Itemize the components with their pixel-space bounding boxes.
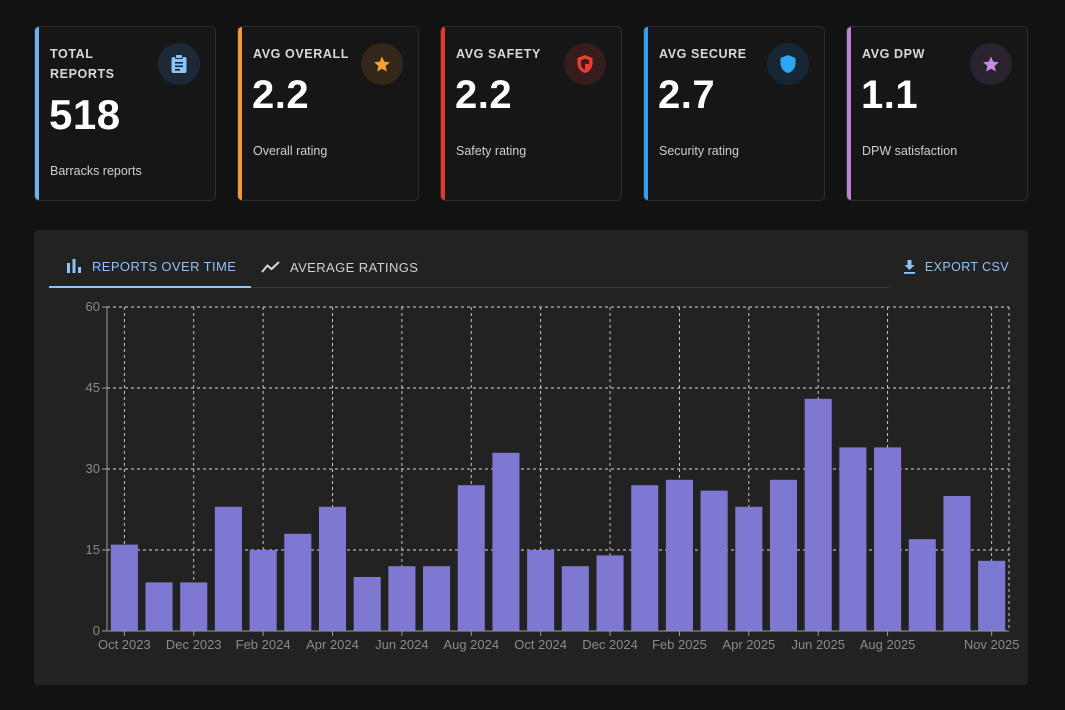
chart-tabs: REPORTS OVER TIME AVERAGE RATINGS xyxy=(49,246,889,288)
bar xyxy=(735,506,763,631)
bar xyxy=(457,485,485,631)
kpi-card-avg-overall: AVG OVERALL 2.2 Overall rating xyxy=(237,26,419,201)
card-accent xyxy=(441,27,445,200)
card-label: TOTAL REPORTS xyxy=(50,47,115,81)
card-subtitle: DPW satisfaction xyxy=(862,144,958,158)
bar xyxy=(318,506,347,631)
y-tick-label: 0 xyxy=(93,623,100,638)
y-tick-label: 60 xyxy=(86,299,100,314)
shield-half-icon xyxy=(564,43,606,85)
bar xyxy=(145,582,173,631)
bar xyxy=(180,582,208,631)
x-tick-label: Apr 2024 xyxy=(306,637,359,652)
bar xyxy=(665,479,693,631)
kpi-card-avg-secure: AVG SECURE 2.7 Security rating xyxy=(643,26,825,201)
bar xyxy=(631,485,659,631)
bar xyxy=(423,566,451,631)
card-subtitle: Barracks reports xyxy=(50,164,142,178)
x-tick-label: Dec 2023 xyxy=(166,637,222,652)
card-accent xyxy=(847,27,851,200)
x-tick-label: Aug 2024 xyxy=(443,637,499,652)
bar xyxy=(353,577,381,631)
kpi-card-avg-dpw: AVG DPW 1.1 DPW satisfaction xyxy=(846,26,1028,201)
bar xyxy=(596,555,624,631)
kpi-card-total-reports: TOTAL REPORTS 518 Barracks reports xyxy=(34,26,216,201)
bar xyxy=(284,533,312,631)
export-csv-button[interactable]: EXPORT CSV xyxy=(903,246,1009,288)
bar xyxy=(804,398,832,631)
bar-chart-icon xyxy=(67,259,81,273)
kpi-card-avg-safety: AVG SAFETY 2.2 Safety rating xyxy=(440,26,622,201)
y-tick-label: 45 xyxy=(86,380,100,395)
card-label: AVG SECURE xyxy=(659,47,747,61)
x-tick-label: Oct 2024 xyxy=(514,637,567,652)
card-subtitle: Safety rating xyxy=(456,144,527,158)
card-accent xyxy=(35,27,39,200)
card-label: AVG SAFETY xyxy=(456,47,541,61)
download-icon xyxy=(903,260,915,274)
x-tick-label: Aug 2025 xyxy=(860,637,916,652)
bar xyxy=(908,539,936,631)
y-tick-label: 30 xyxy=(86,461,100,476)
export-label: EXPORT CSV xyxy=(924,260,1009,274)
tab-label: REPORTS OVER TIME xyxy=(92,258,237,274)
card-value: 2.7 xyxy=(658,73,716,117)
card-accent xyxy=(644,27,648,200)
x-tick-label: Feb 2024 xyxy=(236,637,291,652)
bar xyxy=(978,560,1006,631)
bar xyxy=(874,447,902,631)
bar xyxy=(943,496,971,631)
bar xyxy=(214,506,242,631)
bar xyxy=(110,544,138,631)
shield-icon xyxy=(767,43,809,85)
x-tick-label: Dec 2024 xyxy=(582,637,638,652)
bar xyxy=(249,550,277,631)
bar xyxy=(700,490,728,631)
card-accent xyxy=(238,27,242,200)
tab-label: AVERAGE RATINGS xyxy=(290,259,419,275)
card-value: 1.1 xyxy=(861,73,919,117)
card-subtitle: Overall rating xyxy=(253,144,328,158)
card-label: AVG DPW xyxy=(862,47,925,61)
bar xyxy=(492,452,520,631)
card-value: 518 xyxy=(49,91,121,138)
tab-average-ratings[interactable]: AVERAGE RATINGS xyxy=(261,246,418,288)
bar xyxy=(839,447,867,631)
bar xyxy=(769,479,798,631)
x-tick-label: Jun 2024 xyxy=(375,637,429,652)
x-tick-label: Nov 2025 xyxy=(964,637,1020,652)
card-label: AVG OVERALL xyxy=(253,47,349,61)
y-tick-label: 15 xyxy=(86,542,100,557)
star-icon xyxy=(361,43,403,85)
star-icon xyxy=(970,43,1012,85)
tab-reports-over-time[interactable]: REPORTS OVER TIME xyxy=(49,246,252,288)
bar xyxy=(527,550,555,631)
trend-line-icon xyxy=(261,261,280,273)
x-tick-label: Jun 2025 xyxy=(791,637,845,652)
clipboard-icon xyxy=(158,43,200,85)
bar xyxy=(388,566,416,631)
bar xyxy=(561,566,589,631)
card-value: 2.2 xyxy=(455,73,513,117)
card-value: 2.2 xyxy=(252,73,310,117)
x-tick-label: Feb 2025 xyxy=(652,637,707,652)
card-subtitle: Security rating xyxy=(659,144,739,158)
x-tick-label: Oct 2023 xyxy=(98,637,151,652)
x-tick-label: Apr 2025 xyxy=(722,637,775,652)
